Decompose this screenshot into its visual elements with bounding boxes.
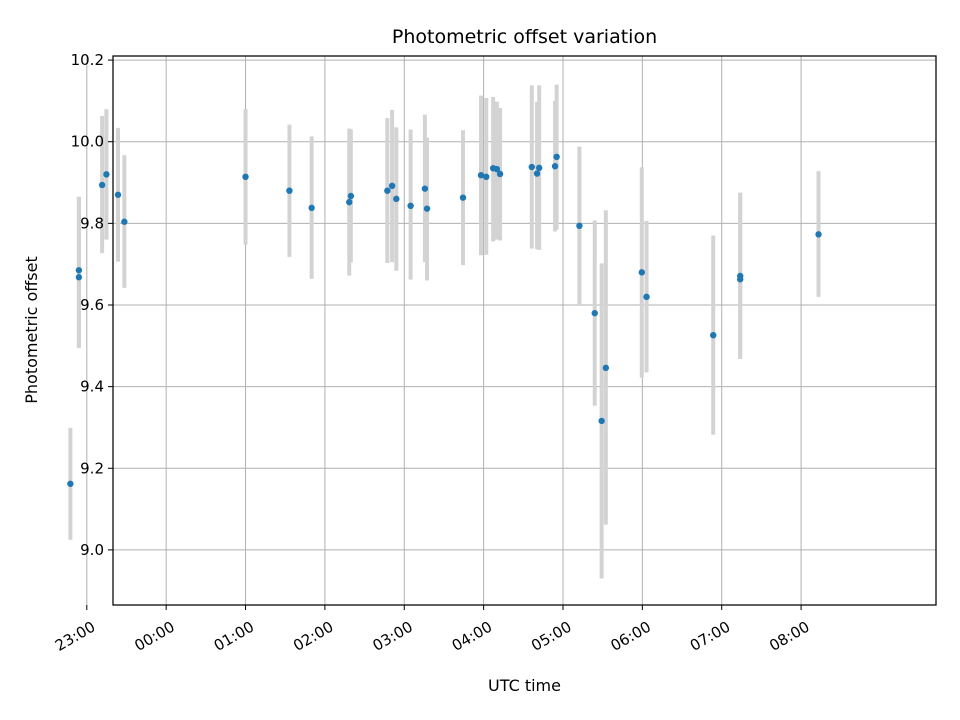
y-tick-label: 10.2 (71, 51, 104, 69)
data-point (591, 309, 598, 317)
y-tick-label: 10.0 (71, 133, 104, 151)
data-point (553, 153, 560, 161)
data-points (67, 153, 822, 487)
data-point (75, 274, 83, 281)
data-point (393, 195, 400, 203)
x-axis-label: UTC time (488, 676, 561, 695)
data-point (598, 417, 605, 425)
y-tick-label: 9.6 (80, 296, 104, 314)
y-axis-ticks: 9.0 9.2 9.4 9.6 9.8 10.0 10.2 (71, 51, 113, 559)
data-point (493, 165, 501, 173)
data-point (477, 171, 485, 179)
data-point (75, 267, 83, 274)
data-point (423, 205, 431, 212)
y-tick-label: 9.0 (80, 541, 104, 559)
data-point (103, 171, 110, 178)
data-point (346, 198, 353, 206)
data-point (347, 192, 355, 200)
chart-title: Photometric offset variation (392, 26, 657, 48)
data-point (388, 182, 396, 190)
data-point (407, 202, 414, 210)
data-point (551, 163, 559, 170)
y-tick-label: 9.8 (80, 214, 104, 232)
data-point (737, 276, 744, 283)
y-tick-label: 9.2 (80, 459, 104, 477)
data-point (710, 331, 717, 339)
data-point (483, 173, 490, 181)
data-point (576, 222, 583, 230)
data-point (602, 364, 610, 372)
data-point (421, 185, 429, 192)
data-point (533, 170, 541, 177)
data-point (242, 173, 249, 181)
y-tick-label: 9.4 (80, 378, 104, 396)
plot-frame (112, 55, 937, 606)
y-axis-label: Photometric offset (22, 256, 41, 404)
data-point (67, 480, 74, 487)
data-point (286, 187, 293, 194)
data-point (643, 293, 650, 301)
data-point (528, 163, 536, 171)
data-point (535, 164, 543, 172)
data-point (496, 170, 504, 178)
data-point (114, 191, 122, 198)
data-point (121, 218, 128, 225)
data-point (459, 194, 467, 201)
data-point (384, 187, 391, 194)
data-point (638, 269, 645, 276)
data-point (308, 204, 315, 212)
data-point (98, 181, 106, 189)
data-point (815, 231, 822, 238)
